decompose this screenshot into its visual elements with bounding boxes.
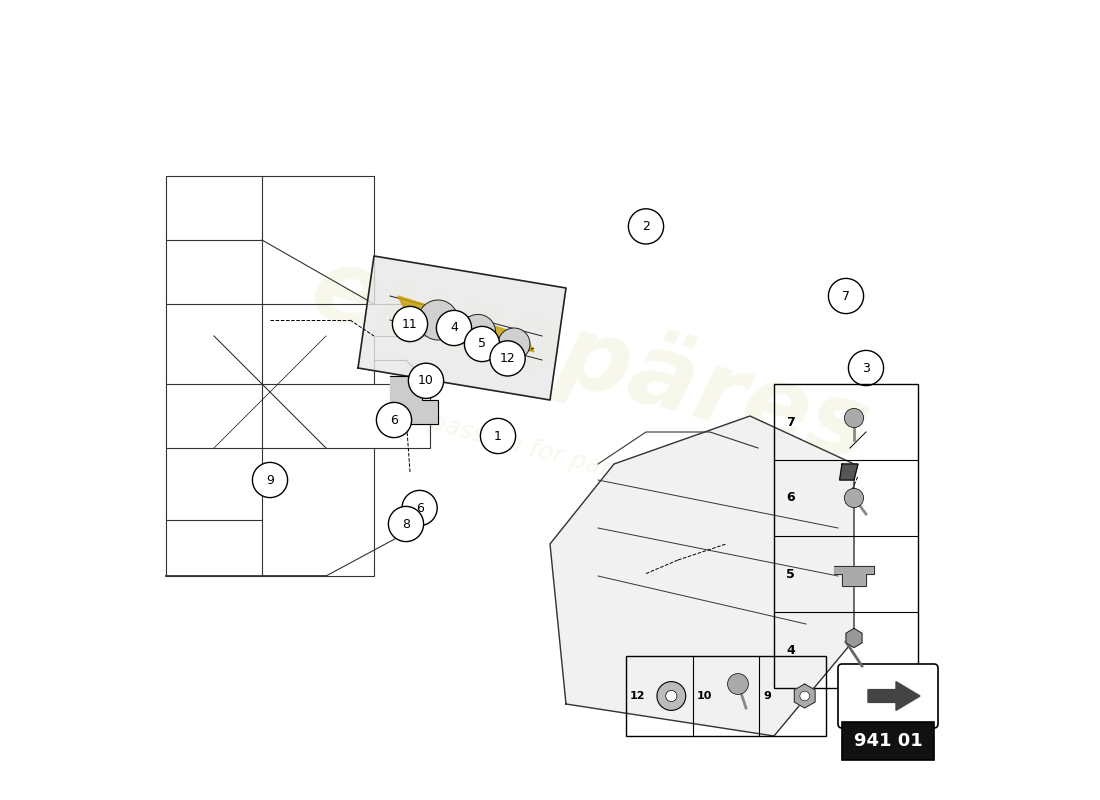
Text: 7: 7 (842, 290, 850, 302)
Bar (774, 384, 918, 688)
Text: a passion for parts since 1985: a passion for parts since 1985 (405, 403, 776, 525)
Circle shape (461, 314, 496, 350)
Circle shape (800, 691, 810, 701)
Bar (842, 722, 934, 760)
Text: 5: 5 (478, 338, 486, 350)
Circle shape (437, 310, 472, 346)
Text: 12: 12 (630, 691, 646, 701)
Circle shape (376, 402, 411, 438)
Circle shape (657, 682, 685, 710)
Circle shape (388, 506, 424, 542)
Text: 4: 4 (450, 322, 458, 334)
Text: 5: 5 (786, 567, 794, 581)
Circle shape (845, 488, 864, 507)
FancyBboxPatch shape (838, 664, 938, 728)
Text: 4: 4 (786, 643, 794, 657)
Text: 7: 7 (786, 415, 794, 429)
Circle shape (845, 408, 864, 427)
Polygon shape (390, 376, 438, 424)
Polygon shape (398, 296, 534, 352)
Circle shape (252, 462, 287, 498)
Circle shape (628, 209, 663, 244)
Circle shape (498, 328, 530, 360)
Polygon shape (834, 566, 874, 586)
Text: 10: 10 (696, 691, 712, 701)
Text: 2: 2 (642, 220, 650, 233)
Text: 3: 3 (862, 362, 870, 374)
Circle shape (666, 690, 676, 702)
Polygon shape (868, 682, 920, 710)
Circle shape (481, 418, 516, 454)
Text: 11: 11 (403, 318, 418, 330)
Polygon shape (358, 256, 566, 400)
Circle shape (393, 306, 428, 342)
Text: europäres: europäres (300, 238, 880, 482)
Text: 941 01: 941 01 (854, 732, 923, 750)
Circle shape (408, 363, 443, 398)
Text: 9: 9 (266, 474, 274, 486)
Circle shape (490, 341, 525, 376)
Text: 10: 10 (418, 374, 433, 387)
Text: 1: 1 (494, 430, 502, 442)
Circle shape (402, 490, 437, 526)
Circle shape (727, 674, 748, 694)
Text: 6: 6 (390, 414, 398, 426)
Text: 6: 6 (416, 502, 424, 514)
Text: 6: 6 (786, 491, 794, 505)
Text: 12: 12 (499, 352, 516, 365)
Text: 9: 9 (763, 691, 771, 701)
Text: 8: 8 (402, 518, 410, 530)
Circle shape (828, 278, 864, 314)
Polygon shape (550, 416, 854, 736)
Polygon shape (839, 464, 858, 480)
Bar (626, 656, 826, 736)
Circle shape (418, 300, 458, 340)
Circle shape (848, 350, 883, 386)
Polygon shape (846, 629, 862, 648)
Polygon shape (794, 684, 815, 708)
Circle shape (464, 326, 499, 362)
